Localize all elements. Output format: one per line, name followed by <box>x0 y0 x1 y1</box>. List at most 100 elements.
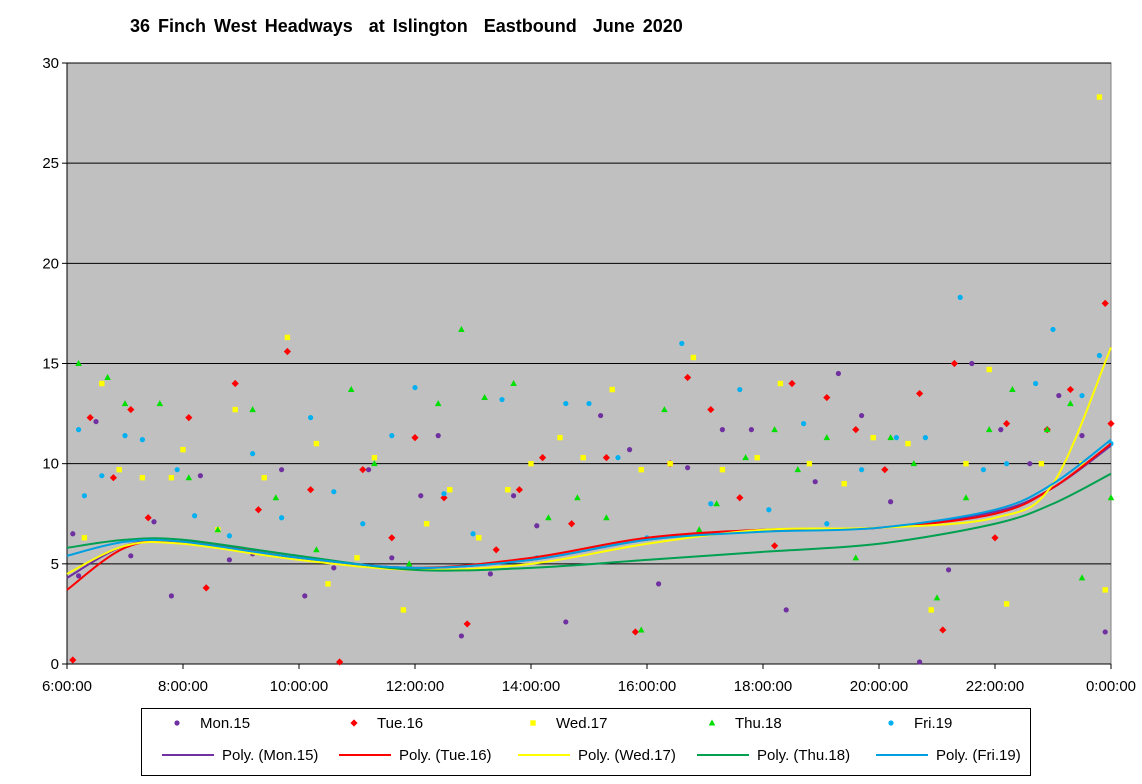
data-point <box>713 500 720 507</box>
data-point <box>812 479 818 485</box>
data-point <box>910 460 918 467</box>
x-tick-label: 0:00:00 <box>1086 678 1136 695</box>
y-tick-label: 25 <box>42 155 59 172</box>
legend-key-icon <box>339 754 391 756</box>
data-point <box>389 433 395 439</box>
data-point <box>405 560 413 567</box>
data-point <box>366 467 372 473</box>
data-point <box>440 494 448 502</box>
data-point <box>823 393 831 402</box>
data-point <box>991 534 999 542</box>
data-point <box>631 628 639 636</box>
data-point <box>737 386 743 393</box>
data-point <box>1066 385 1074 394</box>
series-mon-15 <box>70 360 1108 665</box>
data-point <box>534 523 540 529</box>
data-point <box>627 447 633 453</box>
chart-title: 36 Finch West Headways at Islington East… <box>130 16 683 36</box>
data-point <box>852 426 860 434</box>
legend-item-trend-4: Poly. (Fri.19) <box>876 745 1021 765</box>
data-point <box>754 454 760 461</box>
data-point <box>1003 601 1010 607</box>
data-point <box>99 380 105 387</box>
legend-item-trend-1: Poly. (Tue.16) <box>339 745 492 765</box>
data-point <box>1102 629 1108 635</box>
legend-marker <box>174 720 180 726</box>
legend-label: Poly. (Fri.19) <box>936 746 1021 764</box>
data-point <box>418 493 424 499</box>
legend: Mon.15 Tue.16 Wed.17 Thu.18 Fri.19 Poly. (Mon… <box>141 708 1031 776</box>
data-point <box>1038 460 1045 467</box>
data-point <box>1009 386 1016 393</box>
data-point <box>783 607 789 613</box>
data-point <box>360 521 366 527</box>
data-point <box>1101 299 1109 307</box>
legend-key-icon <box>174 720 180 726</box>
series-thu-18 <box>75 325 1115 633</box>
data-point <box>563 619 569 625</box>
data-point <box>806 460 813 467</box>
legend-key-icon <box>888 720 894 726</box>
legend-item-trend-3: Poly. (Thu.18) <box>697 745 850 765</box>
data-point <box>174 467 180 473</box>
data-point <box>447 487 453 493</box>
data-point <box>76 427 82 433</box>
data-point <box>458 633 464 639</box>
x-tick-label: 20:00:00 <box>850 678 908 695</box>
data-point <box>766 507 772 513</box>
data-point <box>859 412 865 419</box>
data-point <box>487 571 493 577</box>
data-point <box>76 573 82 579</box>
data-point <box>499 396 505 403</box>
legend-label: Wed.17 <box>556 714 608 732</box>
x-tick-label: 14:00:00 <box>502 678 560 695</box>
x-tick-label: 22:00:00 <box>966 678 1024 695</box>
data-point <box>933 594 941 601</box>
data-point <box>81 535 88 541</box>
data-point <box>1096 94 1103 100</box>
data-point <box>1107 494 1115 501</box>
data-point <box>214 526 222 533</box>
y-tick-label: 10 <box>42 456 59 473</box>
legend-item-tue-16: Tue.16 <box>339 713 423 733</box>
data-point <box>99 473 105 479</box>
legend-marker <box>530 720 536 726</box>
legend-label: Poly. (Thu.18) <box>757 746 851 764</box>
data-point <box>637 626 645 633</box>
data-point <box>870 434 876 441</box>
data-point <box>580 454 586 461</box>
data-point <box>470 531 476 537</box>
data-point <box>946 567 952 573</box>
data-point <box>308 414 314 421</box>
legend-marker <box>888 720 894 726</box>
data-point <box>75 360 82 366</box>
data-point <box>771 542 779 550</box>
data-point <box>881 466 889 474</box>
data-point <box>794 466 802 473</box>
x-tick-label: 6:00:00 <box>42 678 92 695</box>
legend-item-wed-17: Wed.17 <box>518 713 607 733</box>
data-point <box>859 467 865 473</box>
data-point <box>389 555 395 561</box>
data-point <box>742 454 749 461</box>
data-point <box>116 466 122 473</box>
data-point <box>434 400 442 407</box>
data-point <box>168 593 174 599</box>
data-point <box>695 526 703 533</box>
data-point <box>928 607 934 613</box>
data-point <box>279 515 285 521</box>
data-point <box>824 521 830 527</box>
data-point <box>707 405 715 414</box>
data-point <box>510 380 517 387</box>
data-point <box>1043 426 1051 433</box>
data-point <box>888 499 894 505</box>
data-point <box>603 514 610 521</box>
data-point <box>788 379 796 388</box>
data-point <box>492 546 500 554</box>
data-point <box>371 454 378 461</box>
legend-marker <box>708 719 716 726</box>
data-point <box>557 434 563 441</box>
data-point <box>347 386 355 393</box>
data-point <box>667 460 673 467</box>
legend-label: Poly. (Mon.15) <box>222 746 319 764</box>
